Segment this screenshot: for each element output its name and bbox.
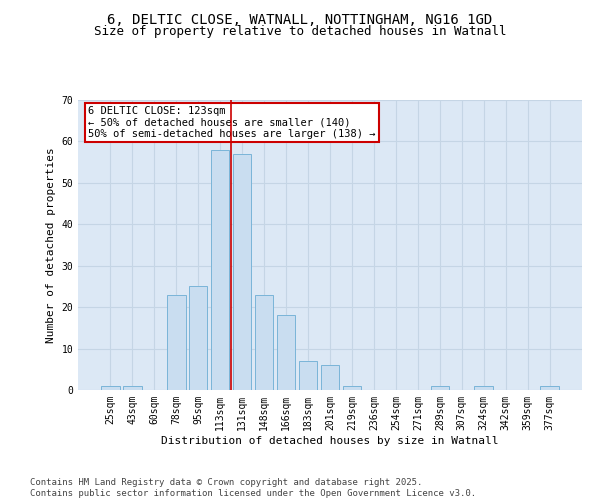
Bar — [101, 386, 119, 390]
Bar — [277, 316, 295, 390]
Text: Size of property relative to detached houses in Watnall: Size of property relative to detached ho… — [94, 25, 506, 38]
Bar — [255, 294, 274, 390]
Text: 6 DELTIC CLOSE: 123sqm
← 50% of detached houses are smaller (140)
50% of semi-de: 6 DELTIC CLOSE: 123sqm ← 50% of detached… — [88, 106, 376, 139]
Text: Contains HM Land Registry data © Crown copyright and database right 2025.
Contai: Contains HM Land Registry data © Crown c… — [30, 478, 476, 498]
Bar — [123, 386, 142, 390]
Bar — [233, 154, 251, 390]
Bar — [299, 361, 317, 390]
Bar — [320, 365, 340, 390]
Bar — [343, 386, 361, 390]
Bar — [431, 386, 449, 390]
Text: 6, DELTIC CLOSE, WATNALL, NOTTINGHAM, NG16 1GD: 6, DELTIC CLOSE, WATNALL, NOTTINGHAM, NG… — [107, 12, 493, 26]
Bar — [541, 386, 559, 390]
Bar — [189, 286, 208, 390]
Bar — [475, 386, 493, 390]
Bar — [167, 294, 185, 390]
Bar — [211, 150, 229, 390]
X-axis label: Distribution of detached houses by size in Watnall: Distribution of detached houses by size … — [161, 436, 499, 446]
Y-axis label: Number of detached properties: Number of detached properties — [46, 147, 56, 343]
